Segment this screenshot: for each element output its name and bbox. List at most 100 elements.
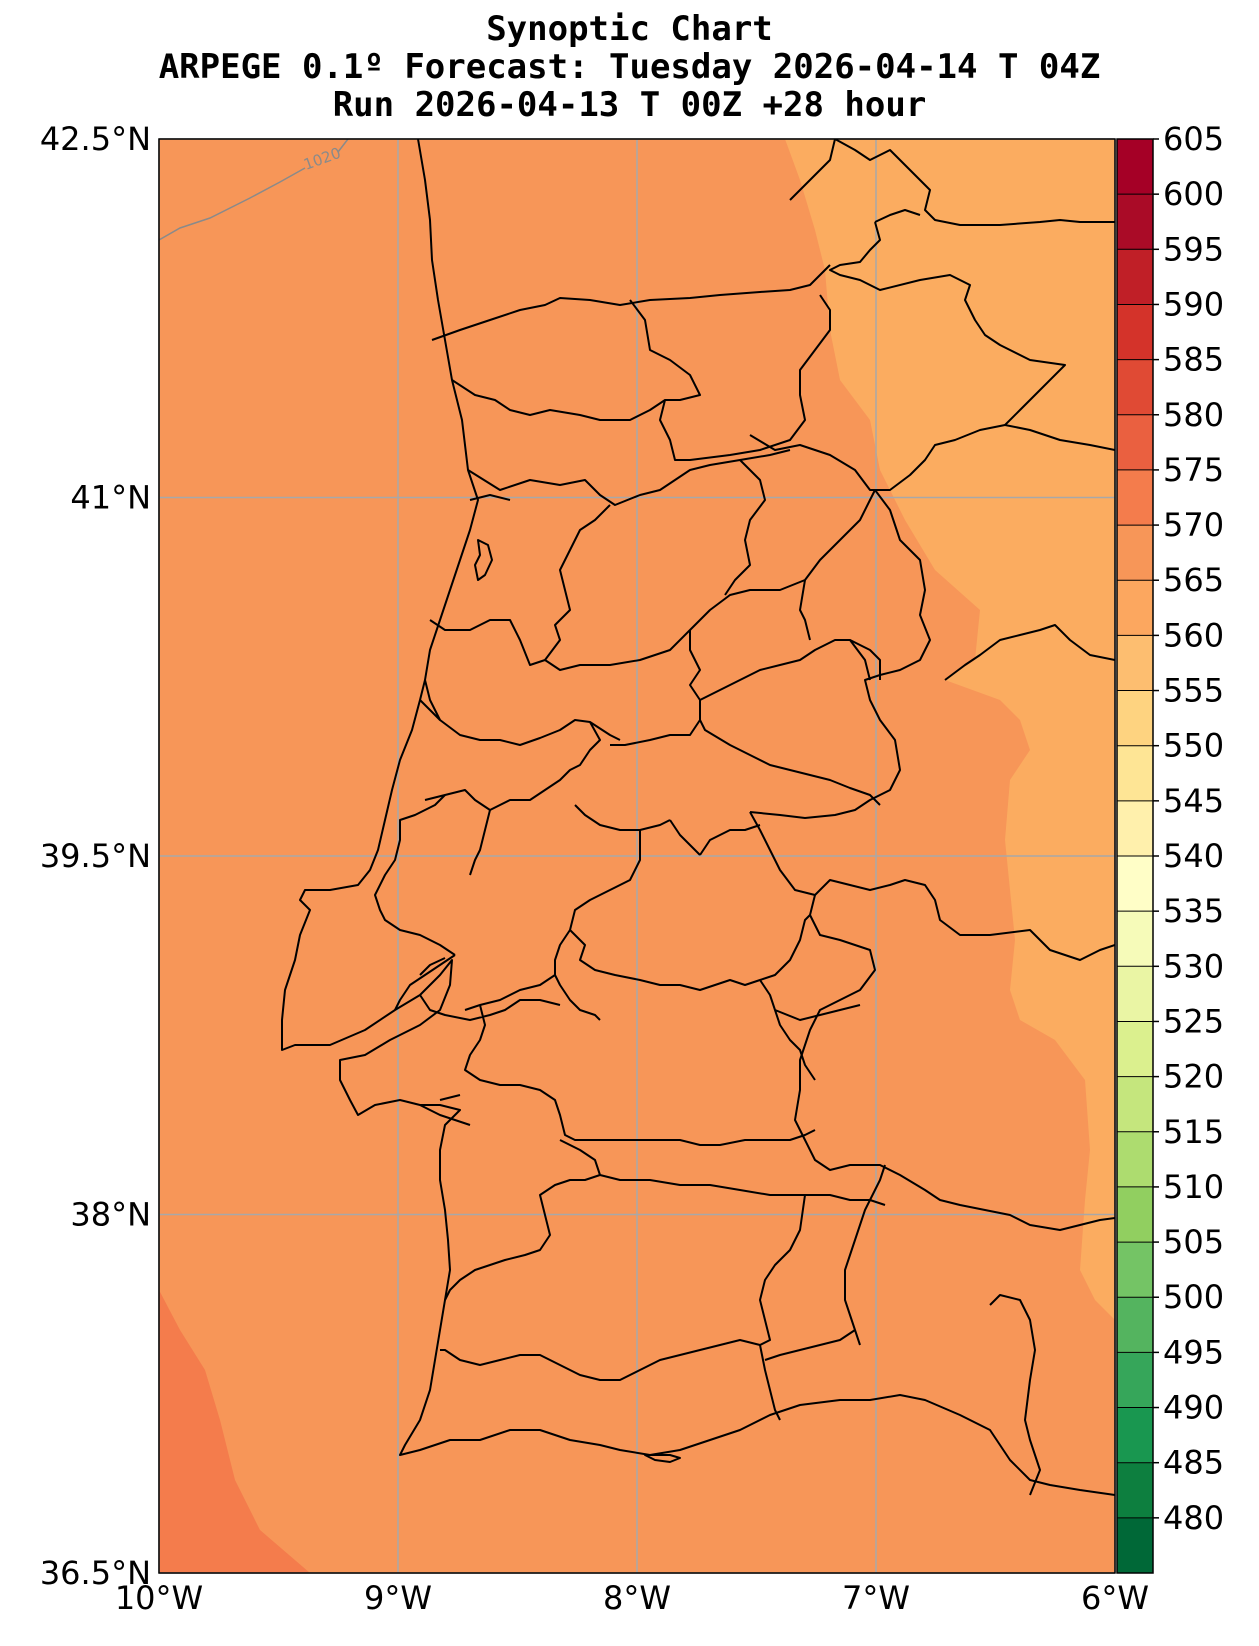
field-region-575-580 (159, 1290, 310, 1573)
colorbar-label: 555 (1163, 672, 1224, 710)
lon-tick-label: 7°W (842, 1579, 910, 1617)
colorbar-label: 485 (1163, 1444, 1224, 1482)
country-border (794, 894, 1115, 1231)
colorbar-frame (1116, 138, 1154, 1574)
colorbar-label: 480 (1163, 1499, 1224, 1537)
colorbar-bin (1117, 139, 1153, 195)
colorbar-label: 515 (1163, 1113, 1224, 1151)
colorbar-bin (1117, 580, 1153, 636)
district-border (569, 804, 811, 991)
district-border (464, 929, 861, 1081)
colorbar-bin (1117, 1076, 1153, 1133)
colorbar-bin (1117, 1297, 1153, 1353)
colorbar-label: 535 (1163, 892, 1224, 930)
colorbar-bin (1117, 1021, 1153, 1078)
lat-tick-label: 36.5°N (40, 1554, 151, 1592)
colorbar-bin (1117, 966, 1153, 1022)
colorbar-bin (1117, 304, 1153, 361)
colorbar-bin (1117, 249, 1153, 305)
colorbar-bin (1117, 856, 1153, 912)
colorbar-bin (1117, 525, 1153, 581)
colorbar-bin (1117, 911, 1153, 967)
colorbar-bin (1117, 1407, 1153, 1464)
colorbar-label: 545 (1163, 782, 1224, 820)
colorbar-bin (1117, 745, 1153, 802)
colorbar-bin (1117, 1186, 1153, 1243)
chart-subtitle-run: Run 2026-04-13 T 00Z +28 hour (332, 85, 927, 125)
lon-tick-label: 9°W (364, 1579, 432, 1617)
colorbar-label: 585 (1163, 341, 1224, 379)
map-frame (158, 138, 1116, 1574)
colorbar-bin (1117, 194, 1153, 250)
isobar-line (337, 139, 349, 153)
chart-title-block: Synoptic Chart ARPEGE 0.1º Forecast: Tue… (0, 10, 1259, 124)
colorbar-bin (1117, 1517, 1153, 1574)
lat-tick-label: 42.5°N (40, 120, 151, 158)
reservoir (644, 1454, 681, 1463)
colorbar-label: 520 (1163, 1058, 1224, 1096)
axis-tick-labels: 10°W 9°W 8°W 7°W 6°W 42.5°N 41°N 39.5°N 38°N 36.5… (40, 120, 1149, 1617)
coastline (281, 139, 1115, 1496)
country-border (844, 1164, 1041, 1496)
district-border (444, 1139, 886, 1301)
colorbar-label: 600 (1163, 175, 1224, 213)
colorbar-bin (1117, 469, 1153, 526)
colorbar-label: 580 (1163, 396, 1224, 434)
district-border (429, 494, 611, 666)
colorbar-bin (1117, 359, 1153, 416)
colorbar-bin (1117, 1242, 1153, 1298)
country-border (749, 424, 1006, 491)
lon-tick-label: 10°W (115, 1579, 203, 1617)
lat-tick-label: 38°N (70, 1196, 151, 1234)
estuary (419, 1094, 471, 1126)
district-border (440, 1194, 806, 1381)
field-region-565-570 (785, 139, 1115, 1320)
colorbar-bin (1117, 635, 1153, 692)
district-border (759, 1329, 856, 1421)
lon-tick-label: 8°W (603, 1579, 671, 1617)
colorbar-label: 595 (1163, 230, 1224, 268)
colorbar-label: 560 (1163, 616, 1224, 654)
colorbar-label: 565 (1163, 561, 1224, 599)
colorbar-label: 570 (1163, 506, 1224, 544)
lon-tick-label: 6°W (1081, 1579, 1149, 1617)
district-border (374, 699, 491, 956)
colorbar: 480 485 490 495 500 505 510 515 520 525 530 535 540 5… (1116, 120, 1224, 1574)
district-border (451, 379, 791, 506)
colorbar-bin (1117, 1131, 1153, 1188)
estuary (394, 954, 456, 1011)
lagoon (474, 539, 493, 581)
colorbar-label: 540 (1163, 837, 1224, 875)
district-border (699, 579, 881, 806)
colorbar-bin (1117, 690, 1153, 747)
district-border (424, 639, 871, 811)
colorbar-label: 605 (1163, 120, 1224, 158)
country-border (749, 811, 1115, 961)
chart-subtitle-forecast: ARPEGE 0.1º Forecast: Tuesday 2026-04-14… (158, 47, 1101, 87)
district-border (431, 264, 831, 341)
colorbar-label: 530 (1163, 947, 1224, 985)
colorbar-bin (1117, 1352, 1153, 1409)
isobar-line (159, 167, 306, 241)
colorbar-bin (1117, 1462, 1153, 1519)
lat-tick-label: 39.5°N (40, 837, 151, 875)
coastlines-and-borders (281, 139, 1115, 1496)
colorbar-label: 525 (1163, 1002, 1224, 1040)
colorbar-label: 575 (1163, 451, 1224, 489)
colorbar-label: 505 (1163, 1223, 1224, 1261)
country-border (749, 489, 931, 819)
colorbar-label: 500 (1163, 1278, 1224, 1316)
district-border (419, 994, 816, 1146)
colorbar-label: 590 (1163, 285, 1224, 323)
lat-tick-label: 41°N (70, 479, 151, 517)
colorbar-label: 550 (1163, 727, 1224, 765)
chart-title: Synoptic Chart (486, 9, 773, 49)
colorbar-bin (1117, 800, 1153, 857)
country-border (944, 624, 1115, 681)
colorbar-label: 490 (1163, 1389, 1224, 1427)
colorbar-label: 510 (1163, 1168, 1224, 1206)
colorbar-bin (1117, 414, 1153, 471)
district-border (629, 294, 831, 461)
country-border (789, 139, 1115, 226)
